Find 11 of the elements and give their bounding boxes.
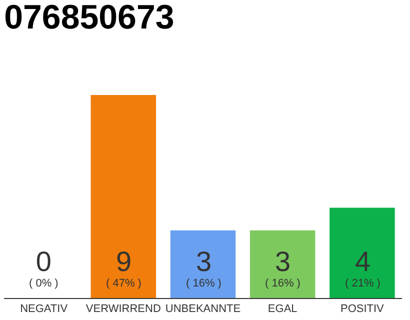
x-tick-label: EGAL: [268, 303, 298, 316]
x-tick-label: VERWIRREND: [86, 303, 161, 316]
data-label: 3 ( 16% ): [186, 246, 222, 290]
x-tick-label: UNBEKANNTE: [165, 303, 241, 316]
data-label: 4 ( 21% ): [345, 246, 380, 290]
x-tick-label: POSITIV: [340, 303, 385, 316]
chart-title: 076850673: [4, 0, 174, 37]
data-label: 9 ( 47% ): [106, 246, 142, 290]
data-label: 3 ( 16% ): [265, 246, 300, 290]
data-label: 0 ( 0% ): [29, 246, 58, 290]
x-tick-label: NEGATIV: [20, 303, 68, 316]
